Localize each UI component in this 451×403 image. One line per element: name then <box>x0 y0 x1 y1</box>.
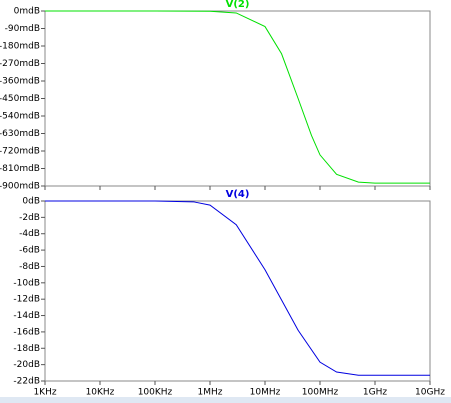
y-tick-label: -14dB <box>13 311 40 321</box>
y-tick-label: 0mdB <box>14 7 40 17</box>
y-tick-label: -8dB <box>19 262 40 272</box>
y-tick-label: -18dB <box>13 344 40 354</box>
y-tick-label: -180mdB <box>0 42 40 52</box>
y-tick-label: -10dB <box>13 278 40 288</box>
y-tick-label: -450mdB <box>0 94 40 104</box>
y-tick-label: -4dB <box>19 229 40 239</box>
y-tick-label: -6dB <box>19 246 40 256</box>
y-tick-label: -540mdB <box>0 112 40 122</box>
x-tick-label: 1GHz <box>363 388 387 398</box>
x-tick-label: 100MHz <box>302 388 339 398</box>
y-tick-label: -90mdB <box>5 24 40 34</box>
y-tick-label: -810mdB <box>0 164 40 174</box>
x-tick-label: 100KHz <box>138 388 173 398</box>
y-tick-label: -900mdB <box>0 182 40 192</box>
status-strip <box>0 397 451 403</box>
y-tick-label: -360mdB <box>0 77 40 87</box>
y-tick-label: -270mdB <box>0 59 40 69</box>
trace-name: V(2) <box>226 0 250 10</box>
plot-frame <box>44 200 431 382</box>
y-tick-label: -22dB <box>13 377 40 387</box>
trace <box>45 200 430 376</box>
x-tick-label: 10KHz <box>86 388 115 398</box>
y-tick-label: -630mdB <box>0 129 40 139</box>
x-tick-label: 10GHz <box>415 388 445 398</box>
plot-frame <box>44 10 431 187</box>
x-tick-label: 1KHz <box>33 388 56 398</box>
x-tick-label: 1MHz <box>198 388 223 398</box>
y-tick-label: -2dB <box>19 213 40 223</box>
y-tick-label: -720mdB <box>0 147 40 157</box>
trace <box>45 10 430 184</box>
y-tick-label: -20dB <box>13 360 40 370</box>
trace-name: V(4) <box>226 189 250 200</box>
y-tick-label: 0dB <box>22 197 40 207</box>
y-tick-label: -12dB <box>13 295 40 305</box>
x-tick-label: 10MHz <box>250 388 281 398</box>
y-tick-label: -16dB <box>13 327 40 337</box>
